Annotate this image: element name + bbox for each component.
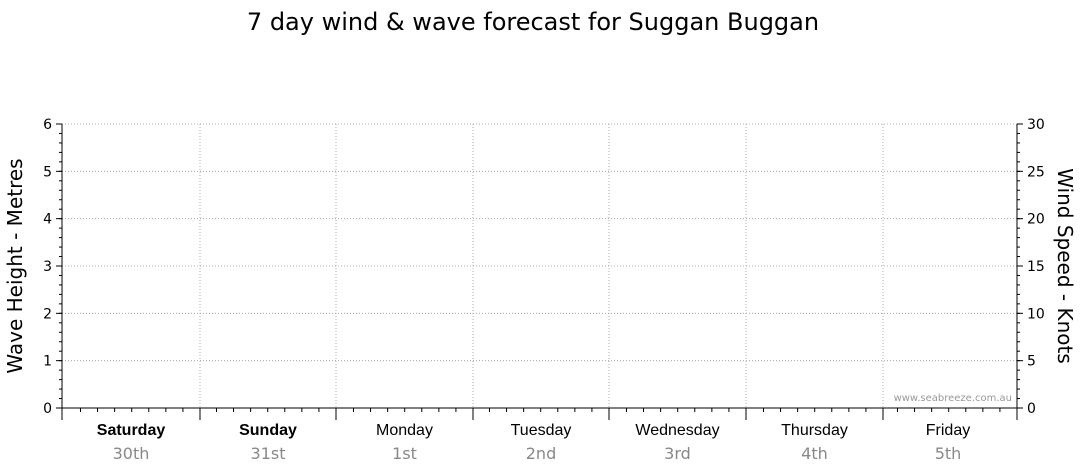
day-label: Sunday: [239, 422, 297, 439]
day-label: Saturday: [97, 422, 166, 439]
day-labels: Saturday 30th Sunday 31st Monday 1st Tuesday 2n…: [97, 422, 970, 463]
left-tick-label: 3: [43, 259, 52, 275]
day-label: Wednesday: [635, 422, 719, 439]
date-label: 2nd: [526, 444, 556, 463]
day-label: Friday: [926, 422, 970, 439]
day-label: Thursday: [781, 422, 848, 439]
day-label: Tuesday: [511, 422, 572, 439]
right-tick-label: 20: [1027, 212, 1045, 228]
left-tick-label: 2: [43, 306, 52, 322]
day-label: Monday: [376, 422, 433, 439]
right-axis-title: Wind Speed - Knots: [1053, 168, 1077, 364]
left-tick-label: 1: [43, 354, 52, 370]
ticks: 0 1 2 3 4 5 6 0 5 10 15 20 25 30: [43, 117, 1045, 420]
right-tick-label: 10: [1027, 306, 1045, 322]
right-tick-label: 30: [1027, 117, 1045, 133]
right-tick-label: 15: [1027, 259, 1045, 275]
left-tick-label: 6: [43, 117, 52, 133]
grid: [62, 123, 1017, 408]
date-label: 1st: [392, 444, 417, 463]
date-label: 3rd: [664, 444, 691, 463]
left-tick-label: 4: [43, 212, 52, 228]
date-label: 30th: [113, 444, 150, 463]
right-tick-label: 0: [1027, 401, 1036, 417]
right-tick-label: 25: [1027, 164, 1045, 180]
date-label: 4th: [801, 444, 828, 463]
date-label: 31st: [251, 444, 286, 463]
date-label: 5th: [935, 444, 962, 463]
left-tick-label: 5: [43, 164, 52, 180]
right-tick-label: 5: [1027, 354, 1036, 370]
watermark: www.seabreeze.com.au: [894, 393, 1012, 404]
left-axis-title: Wave Height - Metres: [3, 158, 27, 373]
chart-title: 7 day wind & wave forecast for Suggan Bu…: [247, 8, 819, 36]
left-tick-label: 0: [43, 401, 52, 417]
